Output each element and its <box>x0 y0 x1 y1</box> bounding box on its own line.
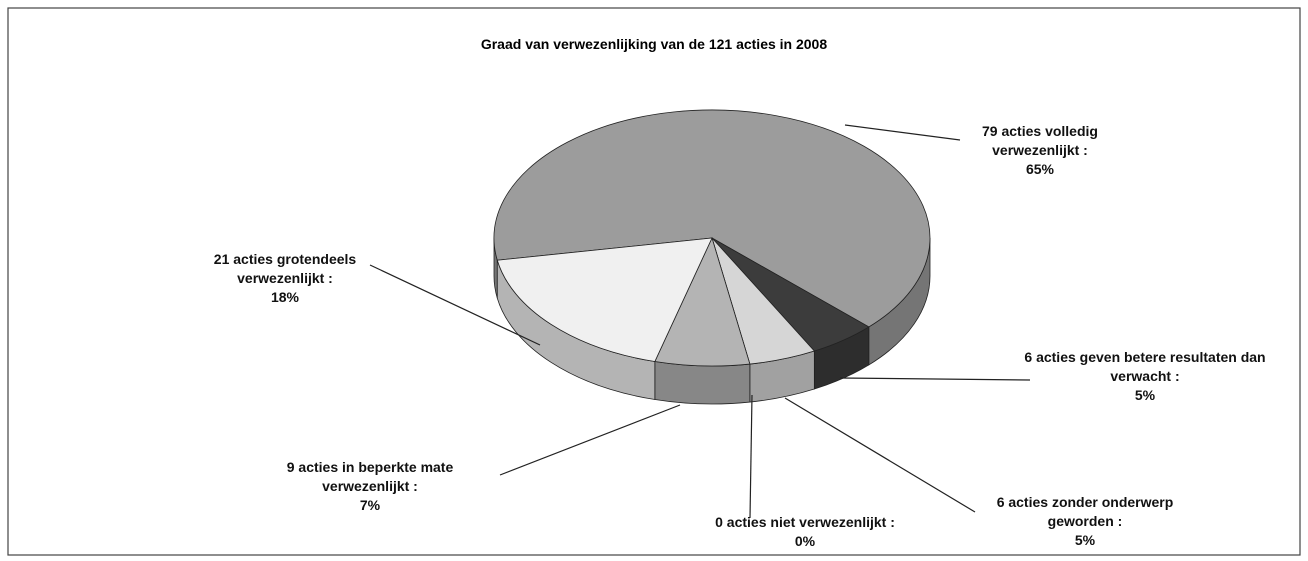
slice-label: 9 acties in beperkte mate verwezenlijkt … <box>255 458 485 515</box>
leader-line <box>839 377 1031 381</box>
slice-label: 6 acties zonder onderwerp geworden : 5% <box>965 493 1205 550</box>
slice-label: 21 acties grotendeels verwezenlijkt : 18% <box>185 250 385 307</box>
slice-side <box>654 361 751 405</box>
leader-line <box>499 404 681 476</box>
slice <box>496 237 713 362</box>
leader-line <box>749 394 753 519</box>
category-label: 6 acties zonder onderwerp geworden : <box>996 494 1174 529</box>
category-label: 79 acties volledig verwezenlijkt : <box>982 123 1098 158</box>
leader-line <box>844 124 961 141</box>
chart-title: Graad van verwezenlijking van de 121 act… <box>480 36 828 52</box>
category-label: 0 acties niet verwezenlijkt : <box>715 514 895 530</box>
slice-label: 0 acties niet verwezenlijkt : 0% <box>645 513 965 551</box>
value-label: 65% <box>1025 161 1055 177</box>
value-label: 7% <box>359 497 381 513</box>
category-label: 9 acties in beperkte mate verwezenlijkt … <box>286 459 454 494</box>
category-label: 21 acties grotendeels verwezenlijkt : <box>213 251 357 286</box>
frame <box>7 7 1301 556</box>
value-label: 5% <box>1134 387 1156 403</box>
leader-line <box>369 264 541 346</box>
slice-label: 6 acties geven betere resultaten dan ver… <box>1020 348 1270 405</box>
value-label: 18% <box>270 289 300 305</box>
slice <box>493 109 931 328</box>
leader-line <box>784 397 976 513</box>
category-label: 6 acties geven betere resultaten dan ver… <box>1024 349 1266 384</box>
value-label: 5% <box>1074 532 1096 548</box>
slice-label: 79 acties volledig verwezenlijkt : 65% <box>940 122 1140 179</box>
value-label: 0% <box>794 533 816 549</box>
